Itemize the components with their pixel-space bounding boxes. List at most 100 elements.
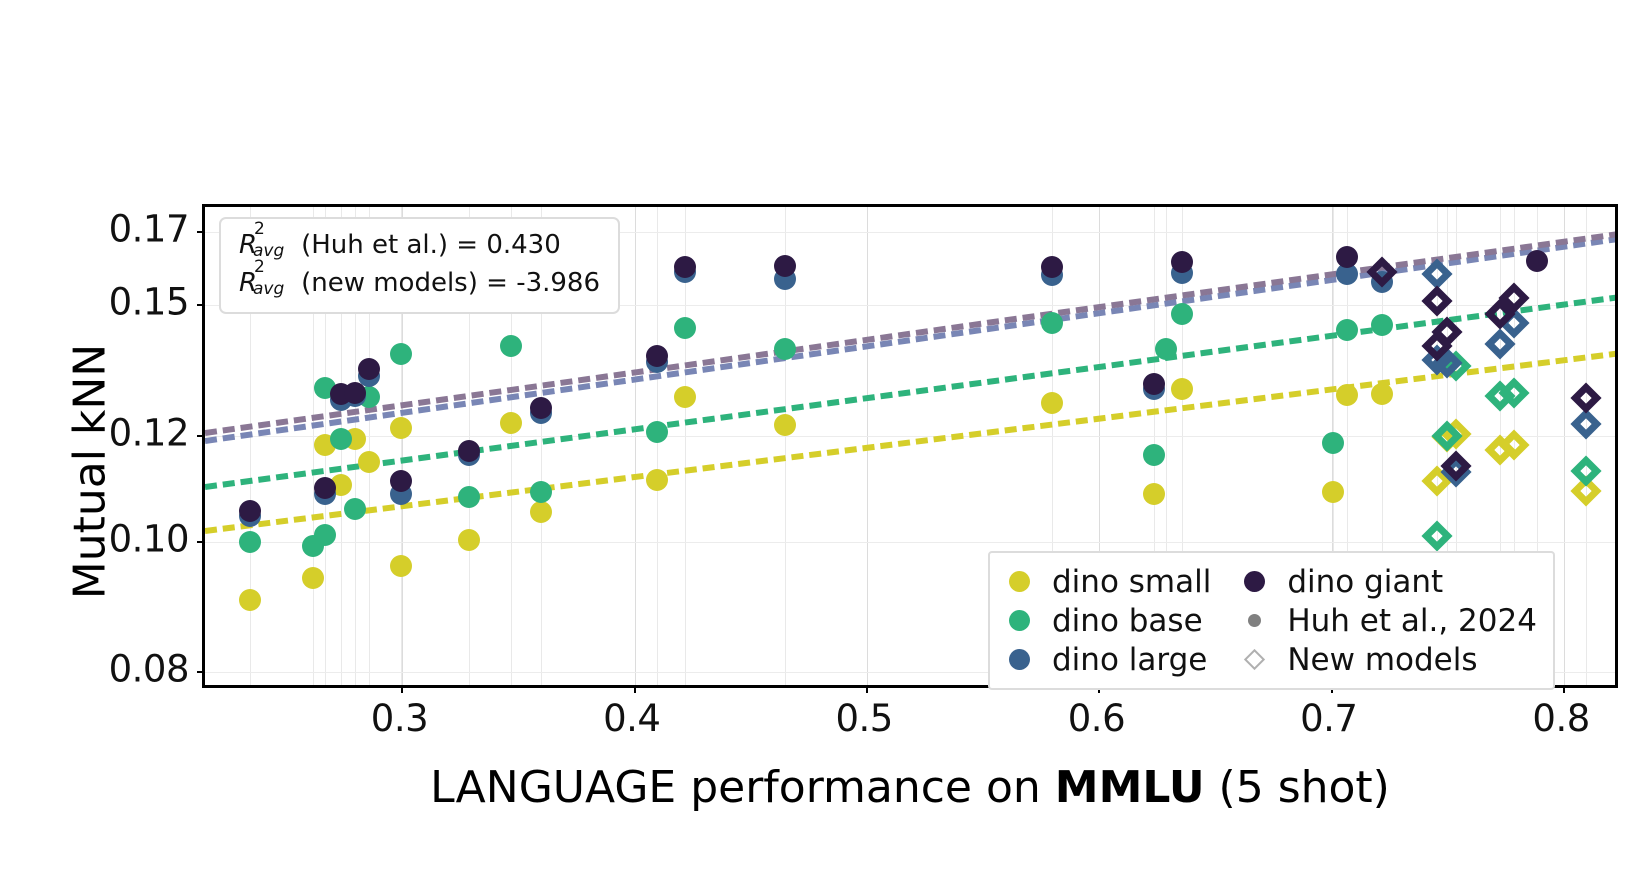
y-tick-mark	[197, 671, 205, 674]
data-point-dino-small	[645, 468, 668, 491]
grid-line-vertical	[1381, 207, 1383, 685]
data-point-dino-small	[773, 414, 796, 437]
data-point-dino-base	[773, 337, 796, 360]
grid-line-horizontal	[205, 542, 1615, 544]
legend-item-dino-large[interactable]: dino large	[1002, 641, 1211, 678]
r-squared-symbol-2: R 2 avg	[239, 257, 301, 303]
x-tick-label: 0.5	[835, 697, 893, 740]
data-point-dino-base	[1154, 337, 1177, 360]
grid-line-vertical	[1437, 207, 1439, 685]
grid-line-vertical	[1456, 207, 1458, 685]
x-tick-label: 0.8	[1532, 697, 1590, 740]
data-point-dino-giant	[343, 382, 366, 405]
data-point-dino-base	[313, 523, 336, 546]
data-point-dino-base	[673, 317, 696, 340]
grid-line-vertical	[1537, 207, 1539, 685]
data-point-dino-giant	[357, 358, 380, 381]
data-point-dino-giant	[1143, 372, 1166, 395]
legend-label: New models	[1287, 641, 1478, 678]
data-point-dino-base	[457, 486, 480, 509]
data-point-dino-small	[457, 529, 480, 552]
data-point-dino-giant	[645, 345, 668, 368]
data-marker-new-dino-base	[1570, 455, 1602, 487]
legend-label: dino small	[1052, 563, 1212, 600]
y-tick-label: 0.15	[108, 280, 190, 324]
data-point-dino-small	[390, 554, 413, 577]
data-point-dino-giant	[390, 470, 413, 493]
data-point-dino-large	[1370, 271, 1393, 294]
y-tick-label: 0.12	[108, 411, 190, 455]
annotation-text-1: (Huh et al.) = 0.430	[301, 230, 561, 260]
grid-line-vertical-major	[867, 207, 869, 685]
data-point-dino-base	[239, 531, 262, 554]
data-point-dino-base	[1040, 312, 1063, 335]
data-point-dino-giant	[529, 397, 552, 420]
legend-label: dino large	[1052, 641, 1208, 678]
data-point-dino-giant	[1170, 251, 1193, 274]
data-point-dino-base	[499, 334, 522, 357]
data-point-dino-large	[1335, 262, 1358, 285]
legend-circle-icon	[1243, 571, 1265, 592]
y-tick-mark	[197, 434, 205, 437]
legend-item-dino-small[interactable]: dino small	[1002, 563, 1211, 600]
legend-item-dino-giant[interactable]: dino giant	[1237, 563, 1537, 600]
legend-item-new-models[interactable]: New models	[1237, 641, 1537, 678]
grid-line-vertical	[250, 207, 252, 685]
plot-area: R 2 avg (Huh et al.) = 0.430 R 2 avg (new mode…	[197, 204, 1618, 693]
data-point-dino-base	[1321, 431, 1344, 454]
data-point-dino-small	[357, 450, 380, 473]
x-tick-label: 0.7	[1300, 697, 1358, 740]
grid-line-vertical-major	[1564, 207, 1566, 685]
x-tick-label: 0.6	[1067, 697, 1126, 740]
data-point-dino-base	[1335, 319, 1358, 342]
y-tick-label: 0.10	[108, 517, 190, 561]
x-tick-mark	[866, 685, 869, 693]
grid-line-vertical	[1181, 207, 1183, 685]
grid-line-horizontal	[205, 672, 1615, 674]
x-axis-title-prefix: LANGUAGE performance on	[430, 762, 1055, 813]
grid-line-vertical-major	[402, 207, 404, 685]
annotation-line-2: R 2 avg (new models) = -3.986	[239, 257, 600, 303]
data-point-dino-base	[329, 428, 352, 451]
legend-item-huh-et-al-2024[interactable]: Huh et al., 2024	[1237, 602, 1537, 639]
legend-item-dino-base[interactable]: dino base	[1002, 602, 1211, 639]
y-tick-mark	[197, 541, 205, 544]
grid-line-vertical	[1165, 207, 1167, 685]
grid-line-horizontal	[205, 435, 1615, 437]
grid-line-vertical	[510, 207, 512, 685]
data-point-dino-small	[673, 385, 696, 408]
r-symbol-2: R	[239, 267, 258, 298]
r-squared-annotation: R 2 avg (Huh et al.) = 0.430 R 2 avg (new mode…	[219, 217, 621, 315]
data-point-dino-small	[1321, 480, 1344, 503]
y-tick-label: 0.17	[108, 207, 190, 251]
y-tick-mark	[197, 304, 205, 307]
data-point-dino-giant	[673, 255, 696, 278]
data-point-dino-small	[329, 473, 352, 496]
data-marker-new-dino-giant	[1421, 285, 1454, 317]
data-point-dino-giant	[1040, 255, 1063, 278]
x-tick-label: 0.4	[603, 697, 661, 740]
data-point-dino-small	[1040, 392, 1063, 415]
data-point-dino-small	[1170, 377, 1193, 400]
grid-line-vertical	[368, 207, 370, 685]
data-point-dino-small	[1143, 483, 1166, 506]
r-sub-1: avg	[253, 241, 285, 261]
data-point-dino-base	[1143, 444, 1166, 467]
data-point-dino-base	[390, 343, 413, 366]
data-point-dino-small	[239, 589, 262, 612]
data-point-dino-small	[1370, 383, 1393, 406]
r-sub-2: avg	[253, 278, 285, 299]
data-point-dino-giant	[239, 499, 262, 522]
trend-line-dino-small	[205, 349, 1615, 534]
grid-line-horizontal	[205, 232, 1615, 234]
grid-line-vertical	[1446, 207, 1448, 685]
data-point-dino-small	[529, 500, 552, 523]
data-point-dino-small	[390, 417, 413, 440]
plot-inner	[205, 207, 1615, 685]
data-marker-new-dino-giant	[1570, 382, 1602, 414]
r-symbol-1: R	[239, 230, 258, 260]
data-point-dino-giant	[313, 476, 336, 499]
data-point-dino-base	[529, 480, 552, 503]
y-tick-label: 0.08	[108, 647, 190, 691]
